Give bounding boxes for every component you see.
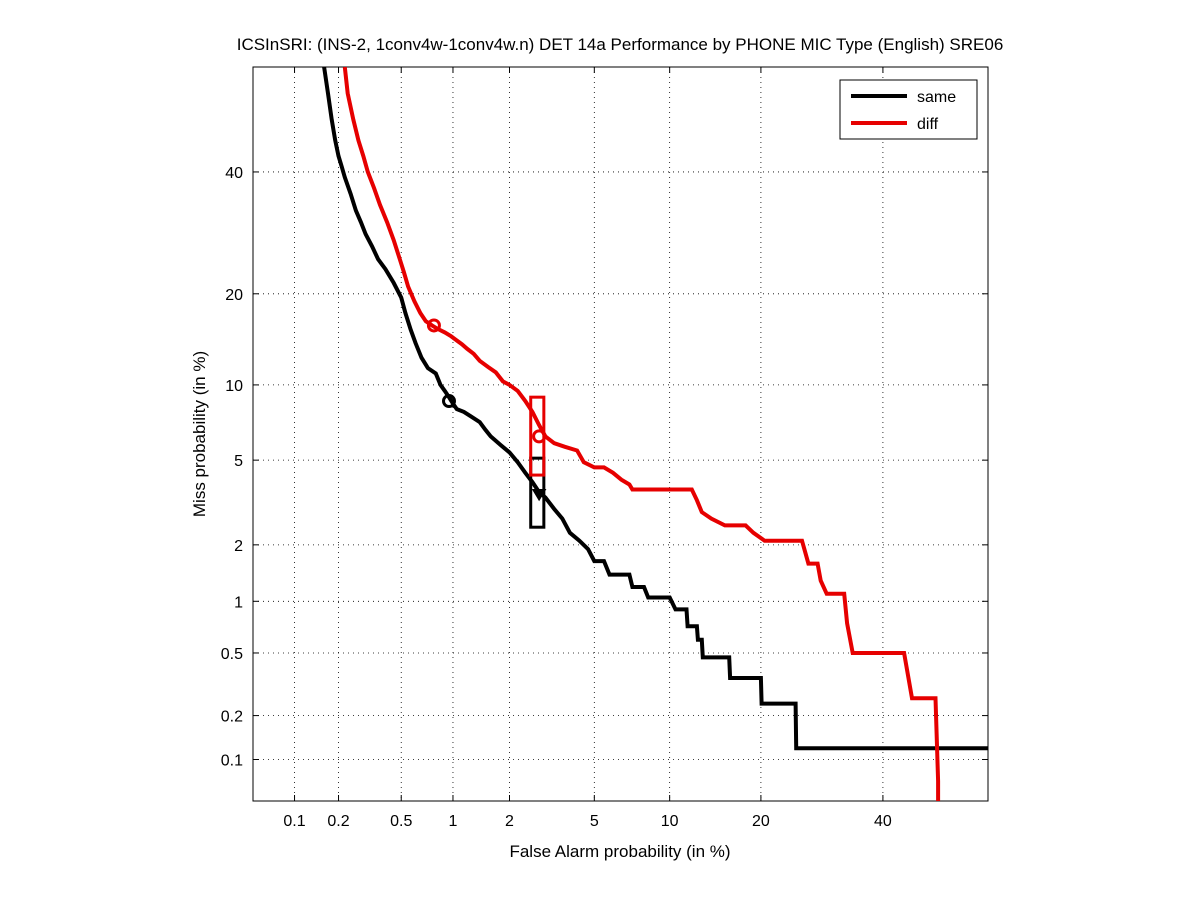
- x-tick-label: 1: [449, 813, 458, 830]
- x-tick-label: 20: [752, 813, 770, 830]
- series-line-same: [322, 67, 988, 751]
- x-tick-label: 5: [590, 813, 599, 830]
- x-tick-label: 0.5: [390, 813, 412, 830]
- legend: same diff: [839, 79, 978, 140]
- chart-title: ICSInSRI: (INS-2, 1conv4w-1conv4w.n) DET…: [237, 35, 1004, 54]
- y-axis-ticks: 0.1 0.2 0.5 1 2 5 10 20 40: [221, 165, 988, 770]
- y-tick-label: 0.5: [221, 646, 243, 663]
- legend-box: [839, 79, 978, 140]
- operating-point-markers: [426, 318, 547, 502]
- x-tick-label: 2: [505, 813, 514, 830]
- legend-label-same: same: [917, 89, 956, 106]
- marker-triangle-same: [531, 489, 547, 502]
- y-axis-label: Miss probability (in %): [190, 351, 209, 517]
- marker-circle-diff: [426, 318, 441, 333]
- x-axis-label: False Alarm probability (in %): [509, 842, 730, 861]
- legend-label-diff: diff: [917, 116, 939, 133]
- x-tick-label: 10: [661, 813, 679, 830]
- y-tick-label: 2: [234, 538, 243, 555]
- y-tick-label: 0.1: [221, 753, 243, 770]
- series-line-diff: [342, 67, 941, 801]
- series-group: [322, 67, 988, 801]
- y-tick-label: 1: [234, 594, 243, 611]
- x-tick-label: 40: [874, 813, 892, 830]
- y-tick-label: 10: [225, 378, 243, 395]
- x-axis-ticks: 0.1 0.2 0.5 1 2 5 10 20 40: [283, 67, 892, 830]
- y-tick-label: 5: [234, 453, 243, 470]
- plot-frame: [252, 66, 989, 802]
- y-tick-label: 0.2: [221, 709, 243, 726]
- x-tick-label: 0.1: [283, 813, 305, 830]
- y-tick-label: 20: [225, 287, 243, 304]
- y-tick-label: 40: [225, 165, 243, 182]
- marker-circle-same: [441, 394, 456, 409]
- grid: [253, 67, 988, 801]
- x-tick-label: 0.2: [327, 813, 349, 830]
- marker-circle-diff: [532, 429, 547, 444]
